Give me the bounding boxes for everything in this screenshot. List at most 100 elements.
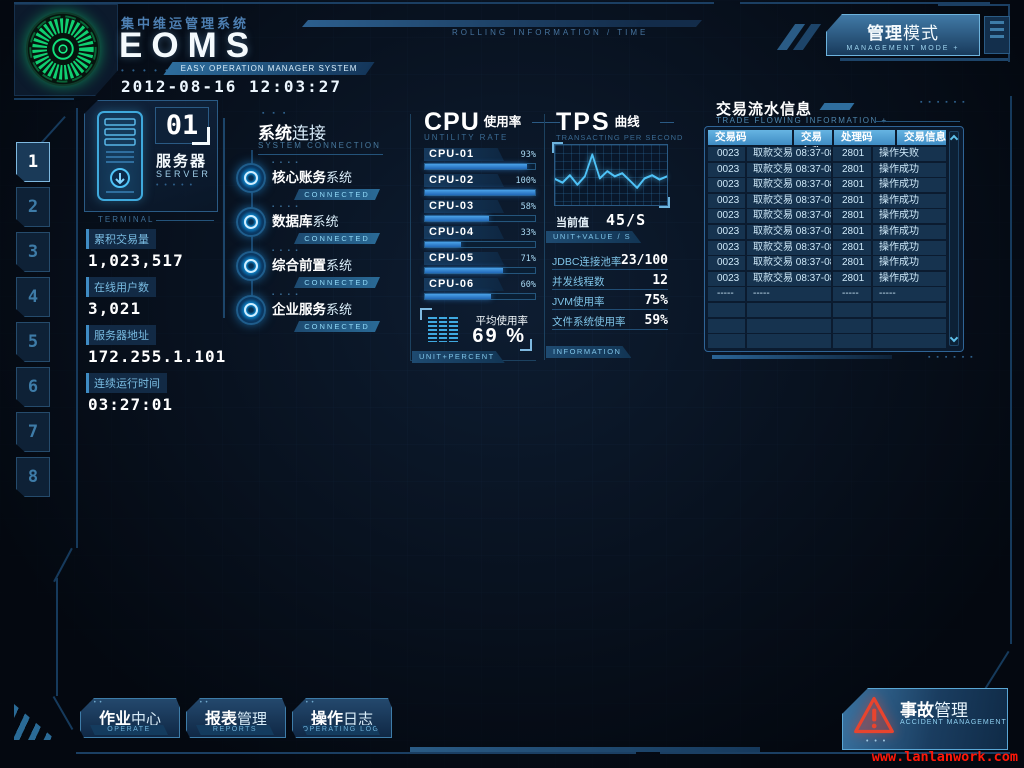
server-stat: 连续运行时间 03:27:01 <box>86 373 218 414</box>
cell-trade-code: ----- <box>708 287 745 302</box>
footer-nav-button[interactable]: • • • 报表管理 REPORTS MANAGE <box>186 698 286 738</box>
cpu-panel-title: CPU 使用率 <box>424 108 561 136</box>
tps-current-value: 45/S <box>606 211 647 229</box>
dots-decoration: • • • <box>866 738 888 745</box>
cpu-label: CPU-06 <box>429 278 475 290</box>
dots-decoration: ▪ ▪ ▪ <box>262 110 289 117</box>
stat-value: 03:27:01 <box>88 395 174 414</box>
table-row[interactable]: 0023 取款交易 08:37-08:41 2801 操作成功 <box>708 193 946 208</box>
table-row[interactable]: 0023 取款交易 08:37-08:41 2801 操作成功 <box>708 224 946 239</box>
accident-management-button[interactable]: 事故管理 ACCIDENT MANAGEMENT • • • <box>842 688 1008 750</box>
cell-process-code: 2801 <box>833 193 871 208</box>
connection-item[interactable]: ▪ ▪ ▪ ▪ 数据库系统 CONNECTED <box>236 202 386 246</box>
connection-card: ▪ ▪ ▪ ▪ 企业服务系统 CONNECTED <box>272 292 384 332</box>
cpu-bar-track <box>424 163 536 170</box>
cpu-bar-fill <box>425 294 491 299</box>
panel-frame <box>410 114 411 360</box>
cell-trade-code: 0023 <box>708 178 745 193</box>
server-stat: 累积交易量 1,023,517 <box>86 229 218 270</box>
sidebar-tab[interactable]: 1 <box>16 142 50 182</box>
cpu-bar-fill <box>425 268 504 273</box>
mode-button-sublabel: MANAGEMENT MODE + <box>846 45 960 52</box>
cpu-footer-tag: UNIT+PERCENT <box>412 351 505 363</box>
cpu-value: 33% <box>520 228 536 238</box>
dots-decoration: ▪ ▪ ▪ ▪ ▪ ▪ <box>928 354 975 361</box>
cpu-bar-track <box>424 189 536 196</box>
cell-trade-name: 取款交易 08:37-08:41 <box>747 224 831 239</box>
server-stat: 服务器地址 172.255.1.101 <box>86 325 225 366</box>
metric-row: JVM使用率 75% <box>552 290 668 310</box>
table-row[interactable]: 0023 取款交易 08:37-08:41 2801 操作成功 <box>708 256 946 271</box>
table-row[interactable] <box>708 334 946 349</box>
frame-line <box>984 650 1010 690</box>
metric-label: JVM使用率 <box>552 296 605 308</box>
footer-nav-sublabel: OPERATING LOG <box>302 726 380 733</box>
cell-process-code: 2801 <box>833 147 871 161</box>
warning-triangle-icon <box>854 696 894 734</box>
connections-title: 系统连接 <box>258 124 326 143</box>
sidebar-tab[interactable]: 7 <box>16 412 50 452</box>
cpu-bar-row: CPU-05 71% <box>424 252 536 278</box>
cell-process-code: 2801 <box>833 224 871 239</box>
sidebar-tab[interactable]: 6 <box>16 367 50 407</box>
cpu-average-label: 平均使用率 <box>475 315 529 327</box>
dots-decoration: • • • • • • • <box>121 66 193 75</box>
connection-card: ▪ ▪ ▪ ▪ 综合前置系统 CONNECTED <box>272 248 384 288</box>
scroll-down-icon[interactable] <box>949 333 959 343</box>
connection-item[interactable]: ▪ ▪ ▪ ▪ 核心账务系统 CONNECTED <box>236 158 386 202</box>
cpu-bar-track <box>424 267 536 274</box>
sidebar-tab[interactable]: 5 <box>16 322 50 362</box>
dots-decoration: ▪ ▪ ▪ ▪ <box>272 248 300 254</box>
cpu-panel-subtitle: UNTILITY RATE <box>424 133 509 142</box>
equalizer-icon <box>428 317 458 342</box>
tps-panel-subtitle: TRANSACTING PER SECOND <box>556 133 684 142</box>
dots-decoration: ▪ ▪ ▪ ▪ <box>272 160 300 166</box>
table-row[interactable]: 0023 取款交易 08:37-08:41 2801 操作成功 <box>708 178 946 193</box>
sidebar-tab[interactable]: 3 <box>16 232 50 272</box>
connections-list: ▪ ▪ ▪ ▪ 核心账务系统 CONNECTED ▪ ▪ ▪ ▪ 数据库系统 C… <box>236 158 386 334</box>
cpu-label: CPU-01 <box>429 148 475 160</box>
table-row[interactable]: ----- ----- ----- ----- <box>708 287 946 302</box>
connection-node-icon <box>236 163 266 193</box>
cell-process-code: 2801 <box>833 178 871 193</box>
cell-trade-info: 操作成功 <box>873 178 946 193</box>
sidebar-tab[interactable]: 4 <box>16 277 50 317</box>
table-row[interactable] <box>708 302 946 317</box>
table-row[interactable] <box>708 318 946 333</box>
footer-nav-button[interactable]: • • • 操作日志 OPERATING LOG <box>292 698 392 738</box>
frame-line <box>840 58 1008 61</box>
connection-item[interactable]: ▪ ▪ ▪ ▪ 企业服务系统 CONNECTED <box>236 290 386 334</box>
management-mode-button[interactable]: 管理模式 MANAGEMENT MODE + <box>826 14 980 56</box>
table-row[interactable]: 0023 取款交易 08:37-08:41 2801 操作成功 <box>708 240 946 255</box>
rolling-info-label: ROLLING INFORMATION / TIME <box>452 28 649 37</box>
footer-nav-button[interactable]: • • • 作业中心 OPERATE CENTER <box>80 698 180 738</box>
server-number-box: 01 <box>155 107 210 145</box>
trade-table-header: 交易码 交易名称 处理码 交易信息 <box>708 130 946 158</box>
table-row[interactable]: 0023 取款交易 08:37-08:41 2801 操作成功 <box>708 162 946 177</box>
cell-trade-info <box>873 334 946 349</box>
table-row[interactable]: 0023 取款交易 08:37-08:41 2801 操作失败 <box>708 147 946 161</box>
table-row[interactable]: 0023 取款交易 08:37-08:41 2801 操作成功 <box>708 271 946 286</box>
cell-process-code: 2801 <box>833 240 871 255</box>
frame-line <box>660 752 1010 754</box>
table-column-header: 交易信息 <box>897 130 946 145</box>
frame-line <box>14 98 74 100</box>
cell-trade-code: 0023 <box>708 256 745 271</box>
sidebar-tab-number: 5 <box>27 332 39 352</box>
frame-line <box>76 108 78 548</box>
sidebar-tab[interactable]: 2 <box>16 187 50 227</box>
sidebar-tab[interactable]: 8 <box>16 457 50 497</box>
table-scrollbar[interactable] <box>949 131 959 346</box>
cell-process-code: 2801 <box>833 209 871 224</box>
tps-line <box>554 153 668 189</box>
table-row[interactable]: 0023 取款交易 08:37-08:41 2801 操作成功 <box>708 209 946 224</box>
watermark-link[interactable]: www.lanlanwork.com <box>871 749 1018 765</box>
connection-item[interactable]: ▪ ▪ ▪ ▪ 综合前置系统 CONNECTED <box>236 246 386 290</box>
cpu-bar-track <box>424 215 536 222</box>
connection-node-icon <box>236 207 266 237</box>
cpu-bar-row: CPU-02 100% <box>424 174 536 200</box>
stat-label: 累积交易量 <box>86 229 156 249</box>
scroll-up-icon[interactable] <box>949 134 959 144</box>
footer-nav-sublabel: OPERATE CENTER <box>90 725 168 735</box>
cpu-value: 93% <box>520 150 536 160</box>
